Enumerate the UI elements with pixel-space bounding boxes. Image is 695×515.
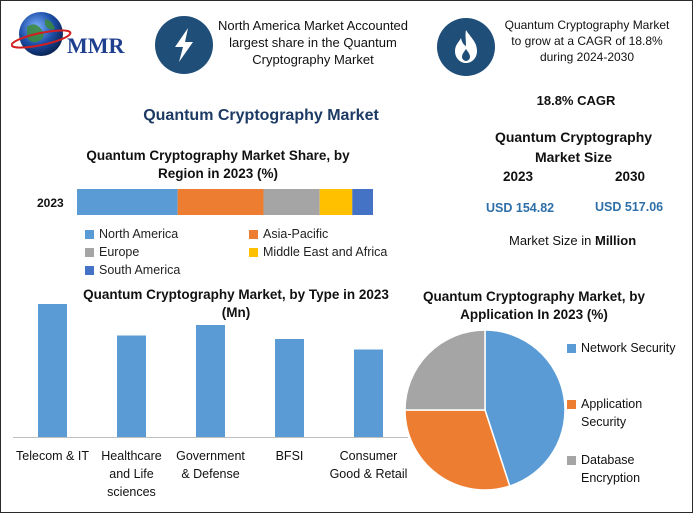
legend-swatch: [249, 247, 258, 257]
region-stacked-bar: [77, 189, 373, 215]
logo: MMR: [10, 9, 141, 59]
region-legend-item-asia-pacific: Asia-Pacific: [249, 227, 328, 241]
application-pie-chart: [404, 329, 566, 491]
market-size-year-b: 2030: [615, 169, 646, 184]
header-right-icon: [437, 18, 495, 76]
legend-swatch: [567, 456, 576, 465]
region-bar-category: 2023: [37, 196, 64, 210]
region-bar-segment-europe: [263, 189, 320, 215]
pie-slice-database-encryption: [404, 329, 486, 411]
pie-slice-network-security: [484, 329, 566, 488]
type-bar-bfsi: [275, 339, 304, 437]
legend-label: Asia-Pacific: [263, 227, 329, 241]
main-title: Quantum Cryptography Market: [143, 107, 379, 124]
legend-label: Network Security: [581, 341, 676, 355]
logo-text: MMR: [67, 33, 125, 58]
legend-swatch: [567, 344, 576, 353]
legend-label: Middle East and Africa: [263, 245, 388, 259]
legend-label: South America: [99, 263, 181, 277]
legend-swatch: [85, 229, 94, 239]
type-bar-government-defense: [196, 325, 225, 437]
legend-label: Application Security: [581, 397, 643, 429]
type-bar-telecom-it: [38, 304, 67, 437]
market-size-note: Market Size in Million: [509, 233, 636, 248]
cagr-label: 18.8% CAGR: [536, 93, 616, 108]
pie-legend-item-network-security: Network Security: [567, 339, 691, 357]
legend-label: Europe: [99, 245, 140, 259]
type-category-label-government-defense: Government & Defense: [176, 449, 245, 481]
market-size-note-unit: Million: [594, 233, 637, 248]
header-left-icon: [155, 16, 213, 74]
pie-slice-application-security: [404, 409, 511, 491]
type-category-labels: Telecom & IT Healthcare and Life sciences…: [13, 447, 408, 507]
region-legend-item-north-america: North America: [85, 227, 178, 241]
type-category-label-telecom-it: Telecom & IT: [16, 449, 89, 463]
type-category-label-consumer-good-retail: Consumer Good & Retail: [329, 449, 408, 481]
globe-icon: [10, 12, 72, 56]
type-bar-consumer-good-retail: [354, 349, 383, 437]
region-bar-segment-middle-east-and-africa: [319, 189, 353, 215]
region-bar-segment-south-america: [352, 189, 373, 215]
lightning-icon: [155, 16, 213, 74]
market-size-title: Quantum Cryptography Market Size: [494, 129, 653, 165]
type-bar-healthcare-and-life-sciences: [117, 335, 146, 437]
type-category-label-bfsi: BFSI: [275, 449, 304, 463]
flame-icon: [437, 18, 495, 76]
region-legend-item-middle-east-and-africa: Middle East and Africa: [249, 245, 387, 259]
region-legend-item-europe: Europe: [85, 245, 139, 259]
legend-swatch: [567, 400, 576, 409]
type-chart-title: Quantum Cryptography Market, by Type in …: [83, 287, 389, 320]
header-right-fact: Quantum Cryptography Market to grow at a…: [504, 18, 670, 64]
region-bar-segment-north-america: [77, 189, 178, 215]
region-legend-item-south-america: South America: [85, 263, 180, 277]
header-left-fact: North America Market Accounted largest s…: [217, 18, 409, 67]
market-size-value-a: USD 154.82: [486, 201, 555, 215]
pie-legend-item-database-encryption: Database Encryption: [567, 451, 691, 487]
legend-swatch: [249, 229, 258, 239]
market-size-note-prefix: Market Size in: [509, 233, 595, 248]
region-bar-segment-asia-pacific: [177, 189, 264, 215]
type-category-label-healthcare-and-life-sciences: Healthcare and Life sciences: [101, 449, 162, 499]
pie-chart-title: Quantum Cryptography Market, by Applicat…: [422, 289, 646, 322]
legend-label: Database Encryption: [581, 453, 641, 485]
region-chart-title: Quantum Cryptography Market Share, by Re…: [86, 148, 350, 181]
legend-swatch: [85, 247, 94, 257]
market-size-year-a: 2023: [503, 169, 534, 184]
market-size-value-b: USD 517.06: [595, 200, 664, 214]
legend-swatch: [85, 265, 94, 275]
type-bar-chart: [13, 304, 408, 438]
pie-legend-item-application-security: Application Security: [567, 395, 691, 431]
pie-legend: Network Security Application Security Data…: [567, 339, 691, 499]
region-legend: North America Asia-Pacific Europe Middle Ea…: [85, 227, 425, 281]
legend-label: North America: [99, 227, 179, 241]
